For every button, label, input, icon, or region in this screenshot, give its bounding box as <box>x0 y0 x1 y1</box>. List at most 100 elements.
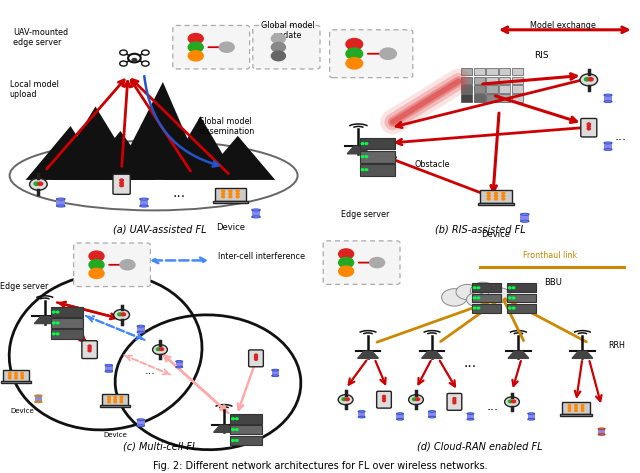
Text: Device: Device <box>216 223 245 232</box>
Circle shape <box>56 311 59 313</box>
Ellipse shape <box>105 364 113 366</box>
Circle shape <box>456 284 479 299</box>
Circle shape <box>118 313 122 316</box>
Text: Edge server: Edge server <box>340 210 389 219</box>
Circle shape <box>114 309 129 320</box>
Circle shape <box>88 345 91 347</box>
Text: Device: Device <box>103 432 127 438</box>
Bar <box>105 365 113 371</box>
Bar <box>461 68 472 76</box>
Circle shape <box>383 400 385 402</box>
Bar <box>486 77 498 84</box>
Bar <box>461 85 472 93</box>
Ellipse shape <box>252 209 260 211</box>
Circle shape <box>52 322 55 324</box>
Circle shape <box>588 123 591 125</box>
Circle shape <box>56 322 59 324</box>
Ellipse shape <box>527 413 535 414</box>
Circle shape <box>453 400 456 402</box>
Ellipse shape <box>604 94 612 96</box>
Ellipse shape <box>358 416 365 418</box>
FancyBboxPatch shape <box>472 283 501 292</box>
Circle shape <box>509 307 511 309</box>
Bar <box>358 412 365 417</box>
Circle shape <box>108 401 110 403</box>
Text: (d) Cloud-RAN enabled FL: (d) Cloud-RAN enabled FL <box>417 442 543 452</box>
Ellipse shape <box>56 198 65 200</box>
FancyBboxPatch shape <box>1 381 31 383</box>
Circle shape <box>120 182 124 184</box>
FancyBboxPatch shape <box>330 30 413 78</box>
Text: ...: ... <box>487 400 499 413</box>
Bar <box>499 77 511 84</box>
FancyBboxPatch shape <box>562 403 590 414</box>
Circle shape <box>568 407 571 409</box>
Circle shape <box>495 198 497 200</box>
Circle shape <box>188 34 204 44</box>
Circle shape <box>588 78 593 81</box>
Circle shape <box>52 333 55 335</box>
FancyBboxPatch shape <box>230 436 262 446</box>
Circle shape <box>338 394 353 405</box>
Circle shape <box>232 418 234 420</box>
Circle shape <box>575 407 577 409</box>
Circle shape <box>120 401 123 403</box>
Circle shape <box>383 395 385 397</box>
Circle shape <box>581 404 584 406</box>
Circle shape <box>21 377 24 379</box>
FancyBboxPatch shape <box>51 318 83 328</box>
Circle shape <box>474 287 476 289</box>
Bar <box>474 77 485 84</box>
Circle shape <box>8 375 11 377</box>
Bar <box>137 420 145 426</box>
FancyBboxPatch shape <box>51 329 83 339</box>
Circle shape <box>488 288 511 303</box>
FancyBboxPatch shape <box>249 350 264 367</box>
Circle shape <box>120 399 123 401</box>
Bar <box>604 143 612 149</box>
Text: Edge server: Edge server <box>0 282 49 291</box>
Ellipse shape <box>527 419 535 420</box>
Ellipse shape <box>520 213 529 215</box>
Polygon shape <box>113 82 205 180</box>
Circle shape <box>467 293 487 307</box>
Circle shape <box>229 193 232 195</box>
Bar <box>604 95 612 102</box>
FancyBboxPatch shape <box>212 201 248 202</box>
Circle shape <box>504 397 520 407</box>
Ellipse shape <box>396 413 404 414</box>
Circle shape <box>361 143 364 144</box>
Bar <box>271 370 279 376</box>
Circle shape <box>120 184 124 187</box>
Text: ...: ... <box>614 130 627 143</box>
Ellipse shape <box>467 413 474 414</box>
Bar <box>474 85 485 93</box>
Circle shape <box>470 282 496 299</box>
Circle shape <box>442 289 467 306</box>
Circle shape <box>588 125 591 128</box>
Text: BBU: BBU <box>544 278 562 287</box>
Circle shape <box>141 50 149 55</box>
Circle shape <box>346 58 363 69</box>
Ellipse shape <box>271 375 279 377</box>
Text: Model exchange: Model exchange <box>531 21 596 30</box>
FancyBboxPatch shape <box>507 294 536 303</box>
Circle shape <box>21 372 24 374</box>
Circle shape <box>509 297 511 299</box>
Circle shape <box>219 42 234 53</box>
Bar <box>137 326 145 332</box>
Bar <box>512 85 524 93</box>
Circle shape <box>380 48 396 60</box>
FancyBboxPatch shape <box>74 243 150 287</box>
Circle shape <box>141 61 149 66</box>
Ellipse shape <box>140 198 148 200</box>
Circle shape <box>339 257 354 268</box>
FancyBboxPatch shape <box>82 341 97 359</box>
Circle shape <box>474 307 476 309</box>
Circle shape <box>255 359 257 360</box>
FancyBboxPatch shape <box>100 405 130 407</box>
Circle shape <box>339 249 354 259</box>
Circle shape <box>477 307 480 309</box>
Circle shape <box>128 54 141 62</box>
Text: Fronthaul link: Fronthaul link <box>524 252 577 261</box>
